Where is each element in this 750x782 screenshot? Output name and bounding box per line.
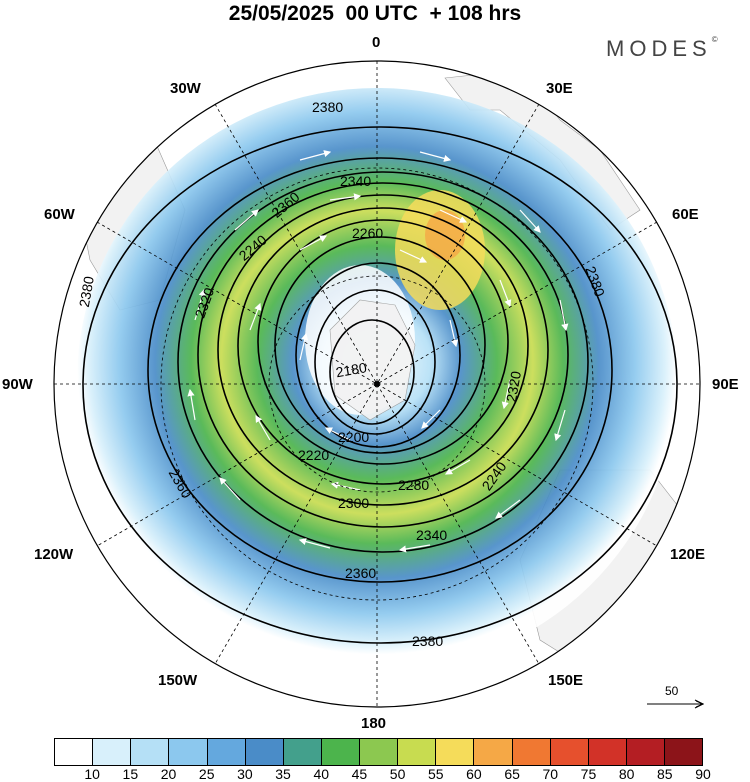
contour-label: 2320 [503,370,524,404]
lon-label-150w: 150W [158,672,198,689]
colorbar-bin [626,739,665,765]
colorbar-tick-label: 35 [275,766,291,782]
contour-label: 2360 [345,565,376,581]
colorbar-tick-label: 70 [542,766,559,782]
wind-vectors [187,150,569,553]
contour-label: 2380 [412,633,443,649]
colorbar-tick-label: 30 [237,766,253,782]
contour-label: 2380 [312,99,343,115]
colorbar-bin [398,739,437,765]
colorbar-bin [588,739,627,765]
contour-label: 2280 [398,477,429,493]
colorbar-tick-label: 25 [198,766,215,782]
contour-label: 2300 [338,495,369,511]
colorbar-bin [512,739,551,765]
chart-title: 25/05/2025 00 UTC + 108 hrs [228,2,522,25]
colorbar-bin [436,739,475,765]
copyright-mark: © [711,35,718,44]
colorbar-tick-label: 75 [580,766,597,782]
colorbar-tick-label: 65 [504,766,520,782]
lon-label-0: 0 [372,34,381,51]
lon-label-180: 180 [361,715,387,732]
lon-label-60e: 60E [672,206,699,223]
colorbar-tick-label: 40 [313,766,330,782]
contour-label: 2340 [416,527,447,543]
south-pole-marker [374,381,380,387]
lon-label-90e: 90E [712,376,739,393]
wind-speed-field [54,61,700,707]
contour-label: 2340 [340,173,371,189]
contour-label: 2200 [338,429,369,445]
lon-label-30w: 30W [170,80,201,97]
colorbar [54,738,703,766]
polar-map: 2380 2380 2380 2380 2360 2360 2360 2340 … [53,60,701,708]
colorbar-bin [93,739,132,765]
colorbar-bin [283,739,322,765]
colorbar-tick-label: 55 [427,766,444,782]
colorbar-tick-label: 60 [466,766,482,782]
graticule [54,61,700,707]
contours [82,126,678,644]
lon-label-30e: 30E [546,80,573,97]
colorbar-tick-label: 20 [160,766,177,782]
reference-vector: 50 [645,684,705,714]
colorbar-ticks: 10 15 20 25 30 35 40 45 50 55 60 65 70 75 80 85 90 [54,766,710,782]
colorbar-bin [665,739,703,765]
lon-label-90w: 90W [2,376,33,393]
colorbar-tick-label: 45 [351,766,368,782]
reference-arrow-icon [647,699,705,709]
colorbar-bin [321,739,360,765]
colorbar-bin [131,739,170,765]
reference-vector-value: 50 [665,684,679,698]
colorbar-tick-label: 90 [695,766,711,782]
colorbar-bin [245,739,284,765]
colorbar-tick-label: 10 [84,766,100,782]
colorbar-bin [474,739,513,765]
colorbar-bin [360,739,399,765]
colorbar-tick-label: 50 [389,766,406,782]
colorbar-tick-label: 85 [657,766,673,782]
colorbar-bin [207,739,246,765]
contour-label: 2260 [352,225,383,241]
map-boundary [53,60,701,708]
colorbar-bin [55,739,94,765]
colorbar-bin [169,739,208,765]
lon-label-120e: 120E [670,546,706,563]
contour-label: 2380 [76,275,97,309]
brand-text: MODES [606,36,712,61]
land-antarctica [329,299,416,421]
lon-label-120w: 120W [34,546,74,563]
colorbar-tick-label: 80 [618,766,635,782]
contour-label: 2180 [334,359,368,380]
lon-label-60w: 60W [44,206,75,223]
contour-label: 2220 [298,447,329,463]
brand-logo: MODES© [606,35,718,62]
colorbar-bin [550,739,589,765]
lon-label-150e: 150E [548,672,584,689]
colorbar-tick-label: 15 [122,766,139,782]
